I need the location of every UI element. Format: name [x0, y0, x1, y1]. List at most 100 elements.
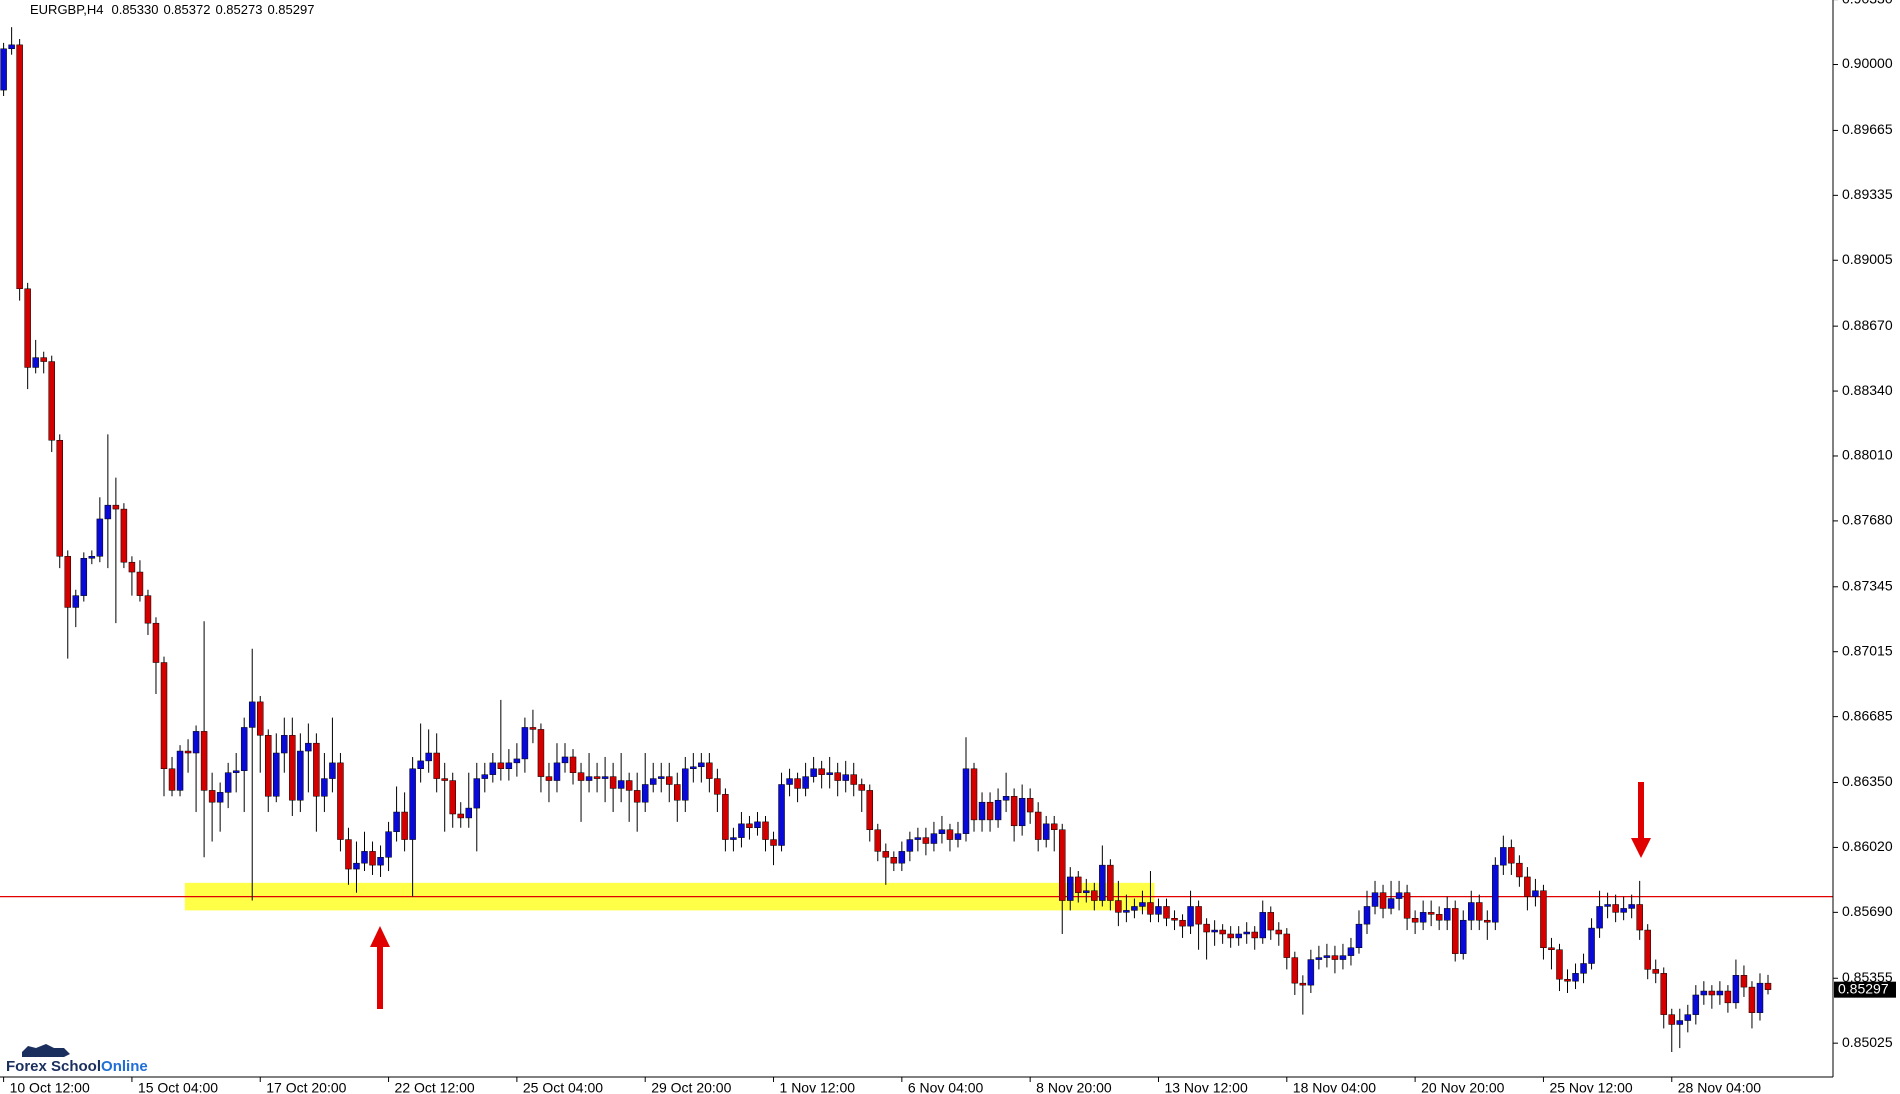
x-tick-label: 8 Nov 20:00 [1036, 1080, 1112, 1094]
candle-body [818, 768, 825, 775]
candle-layer [0, 27, 1772, 1053]
candle-body [369, 851, 376, 866]
y-tick-label: 0.86685 [1842, 707, 1893, 723]
candle-body [248, 701, 256, 728]
candle-body [1010, 796, 1018, 827]
logo-icon [22, 1044, 70, 1057]
brand-logo: Forex SchoolOnline [6, 1044, 148, 1075]
x-tick-label: 22 Oct 12:00 [395, 1080, 475, 1094]
candle-body [1307, 959, 1315, 986]
candle-body [978, 801, 986, 821]
candle-body [1516, 862, 1523, 878]
candle-body [1387, 898, 1395, 909]
candle-body [281, 735, 288, 754]
candle-body [1026, 798, 1034, 813]
candle-body [569, 756, 577, 773]
candle-body [1588, 927, 1595, 964]
candle-body [56, 439, 63, 557]
candle-body [794, 778, 801, 789]
candle-body [1748, 986, 1756, 1013]
candle-body [802, 776, 809, 789]
candle-body [200, 731, 208, 791]
y-tick-label: 0.87345 [1842, 577, 1893, 593]
ohlc-high: 0.85372 [163, 2, 210, 17]
candle-body [96, 518, 104, 557]
y-tick-label: 0.88670 [1842, 317, 1893, 333]
candle-body [1123, 910, 1130, 913]
y-tick-label: 0.86020 [1842, 838, 1893, 854]
candle-body [0, 48, 7, 91]
candle-body [1347, 947, 1355, 956]
candle-body [1403, 892, 1411, 919]
candle-body [473, 778, 481, 809]
candle-body [1083, 890, 1090, 893]
candle-body [1756, 982, 1764, 1013]
x-tick-label: 6 Nov 04:00 [908, 1080, 984, 1094]
zone-layer [0, 882, 1833, 911]
candle-body [1107, 864, 1114, 901]
candle-body [16, 44, 23, 290]
candle-body [601, 776, 609, 779]
candle-body [409, 768, 416, 840]
candle-body [666, 776, 673, 785]
candle-body [1668, 1014, 1676, 1025]
candle-body [32, 357, 39, 368]
candle-body [1067, 876, 1074, 901]
candle-body [1251, 931, 1258, 939]
candle-body [1050, 823, 1058, 830]
candle-body [1243, 931, 1250, 935]
candle-body [914, 837, 922, 840]
candle-body [922, 837, 930, 844]
y-tick-label: 0.85025 [1842, 1034, 1893, 1050]
candle-body [930, 833, 938, 844]
candle-body [545, 776, 553, 781]
candle-body [1612, 904, 1619, 913]
candle-body [1628, 904, 1635, 909]
candle-body [1203, 923, 1210, 933]
candle-body [289, 735, 296, 801]
candle-body [1532, 890, 1539, 897]
candle-body [1339, 955, 1347, 960]
candle-body [489, 762, 497, 775]
candle-body [112, 504, 120, 510]
candle-body [1179, 919, 1186, 927]
candle-body [273, 752, 280, 797]
candle-body [393, 811, 400, 832]
candle-body [449, 780, 456, 815]
ohlc-open: 0.85330 [111, 2, 158, 17]
candle-body [834, 772, 841, 781]
candle-body [465, 807, 473, 819]
x-tick-label: 25 Oct 04:00 [523, 1080, 603, 1094]
candle-body [337, 762, 344, 840]
candle-body [385, 831, 392, 858]
x-tick-label: 28 Nov 04:00 [1678, 1080, 1761, 1094]
candle-body [417, 760, 424, 770]
candle-body [377, 857, 384, 866]
candle-body [1275, 929, 1283, 935]
candle-body [1283, 933, 1291, 958]
candle-body [842, 774, 849, 781]
candle-body [1131, 906, 1138, 911]
candle-body [1564, 978, 1571, 982]
candle-body [609, 776, 617, 789]
candle-body [1492, 864, 1499, 923]
candle-body [1620, 908, 1627, 913]
candle-body [168, 768, 176, 791]
x-tick-label: 29 Oct 20:00 [651, 1080, 731, 1094]
candle-body [88, 556, 96, 559]
candle-body [1171, 918, 1178, 921]
ohlc-close: 0.85297 [267, 2, 314, 17]
brand-suffix: Online [101, 1058, 148, 1075]
x-tick-label: 13 Nov 12:00 [1164, 1080, 1247, 1094]
candle-body [497, 762, 505, 770]
candle-body [633, 790, 641, 803]
candle-body [738, 823, 745, 838]
candle-body [1299, 982, 1307, 986]
candle-body [256, 701, 264, 736]
x-tick-label: 25 Nov 12:00 [1549, 1080, 1632, 1094]
candle-body [641, 784, 649, 803]
brand-name: Forex School [6, 1058, 101, 1075]
candle-body [1580, 963, 1587, 974]
candle-body [1147, 902, 1154, 915]
